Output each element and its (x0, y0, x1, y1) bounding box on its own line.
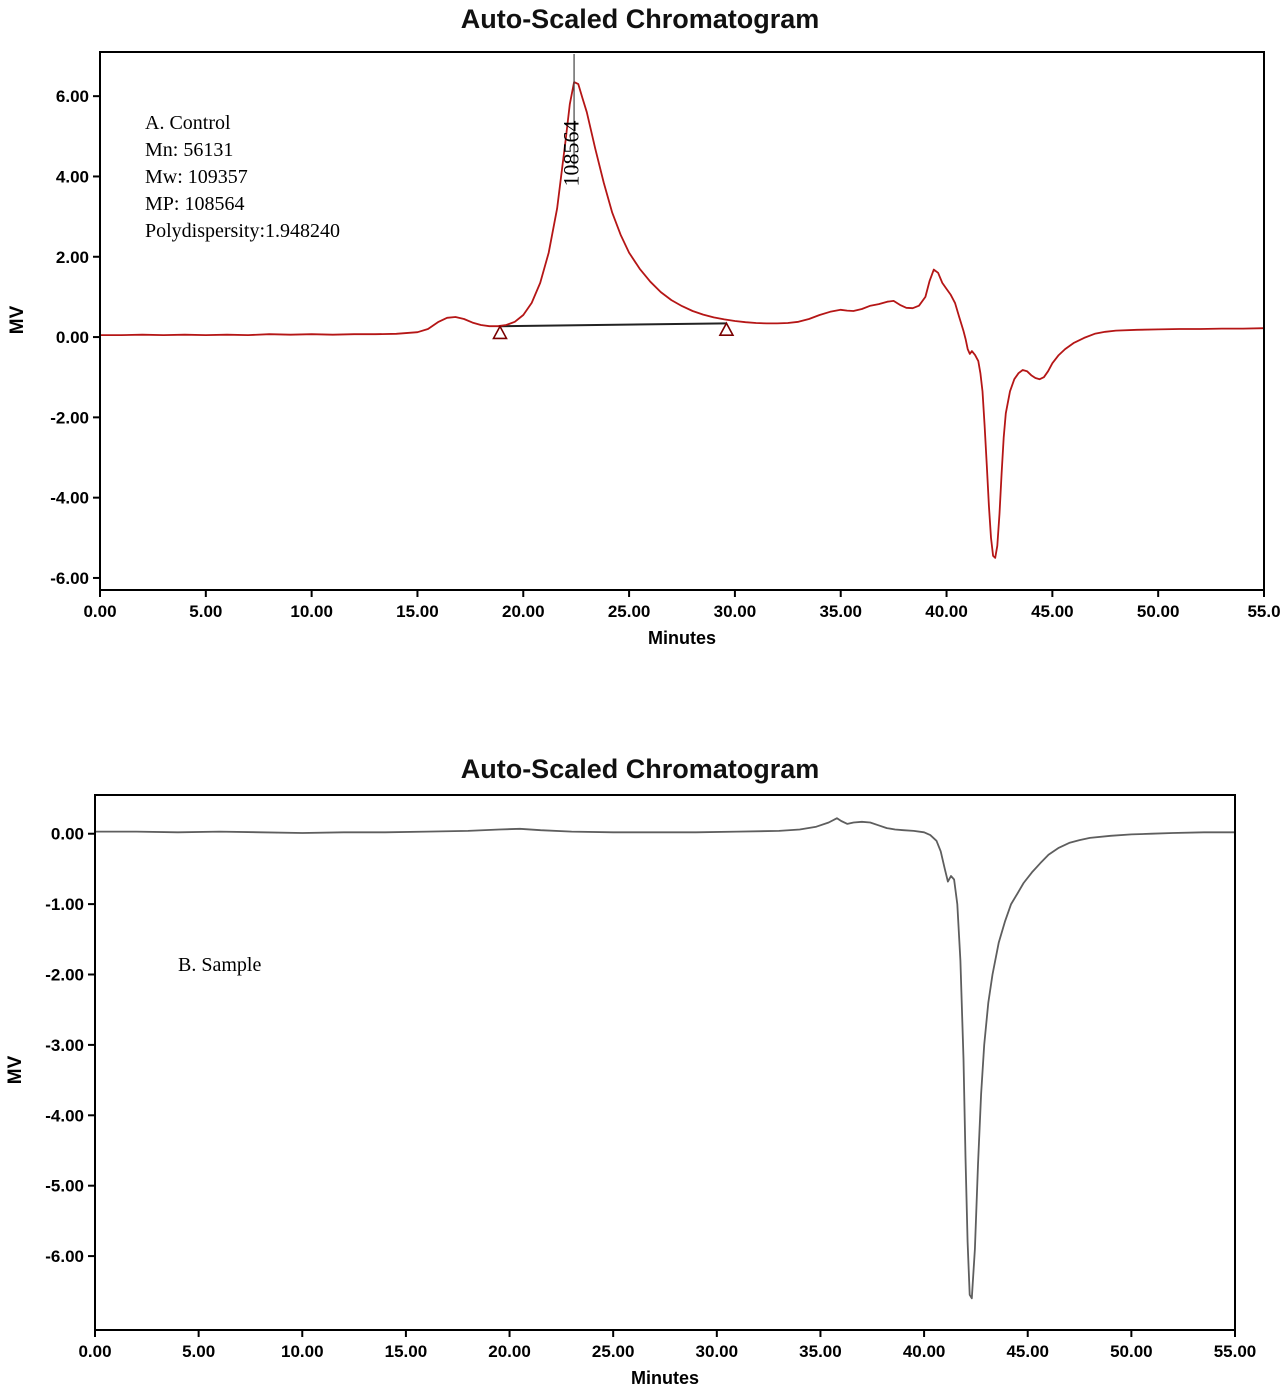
annotation-line: MP: 108564 (145, 193, 245, 215)
svg-text:-2.00: -2.00 (45, 966, 84, 985)
annotation-block-control: A. Control Mn: 56131 Mw: 109357 MP: 1085… (145, 110, 340, 245)
svg-text:-3.00: -3.00 (45, 1036, 84, 1055)
svg-text:20.00: 20.00 (488, 1342, 531, 1361)
chart-plot-area-control: 108564 0.00 5.00 10.00 15.00 20.00 25.00 30.00 3… (50, 51, 1280, 621)
chart-title: Auto-Scaled Chromatogram (460, 754, 820, 784)
annotation-line: Mn: 56131 (145, 139, 234, 161)
x-axis-label: Minutes (630, 1368, 699, 1388)
svg-text:0.00: 0.00 (83, 602, 116, 621)
svg-text:10.00: 10.00 (290, 602, 333, 621)
svg-text:-5.00: -5.00 (45, 1177, 84, 1196)
svg-text:35.00: 35.00 (799, 1342, 842, 1361)
svg-text:20.00: 20.00 (502, 602, 545, 621)
svg-text:0.00: 0.00 (51, 825, 84, 844)
svg-text:5.00: 5.00 (189, 602, 222, 621)
svg-text:45.00: 45.00 (1031, 602, 1074, 621)
annotation-line: B. Sample (178, 954, 262, 976)
annotation-line: Mw: 109357 (145, 166, 248, 188)
annotation-line: A. Control (145, 112, 231, 134)
svg-text:-6.00: -6.00 (50, 569, 89, 588)
peak-label: 108564 (559, 121, 584, 187)
svg-text:5.00: 5.00 (182, 1342, 215, 1361)
chart-title: Auto-Scaled Chromatogram (460, 4, 820, 34)
svg-text:6.00: 6.00 (56, 87, 89, 106)
svg-text:40.00: 40.00 (903, 1342, 946, 1361)
svg-text:-2.00: -2.00 (50, 408, 89, 427)
chart-plot-area-sample: 0.00 5.00 10.00 15.00 20.00 25.00 30.00 35.00 40… (45, 794, 1257, 1361)
svg-text:-1.00: -1.00 (45, 895, 84, 914)
svg-text:15.00: 15.00 (396, 602, 439, 621)
svg-text:40.00: 40.00 (925, 602, 968, 621)
svg-text:0.00: 0.00 (78, 1342, 111, 1361)
svg-text:-6.00: -6.00 (45, 1247, 84, 1266)
annotation-block-sample: B. Sample (178, 952, 261, 979)
x-axis-label: Minutes (647, 628, 716, 648)
svg-text:55.0: 55.0 (1247, 602, 1280, 621)
svg-text:25.00: 25.00 (592, 1342, 635, 1361)
svg-text:10.00: 10.00 (281, 1342, 324, 1361)
svg-text:2.00: 2.00 (56, 248, 89, 267)
svg-text:4.00: 4.00 (56, 167, 89, 186)
svg-text:50.00: 50.00 (1137, 602, 1180, 621)
svg-text:35.00: 35.00 (819, 602, 862, 621)
svg-text:30.00: 30.00 (696, 1342, 739, 1361)
svg-text:30.00: 30.00 (714, 602, 757, 621)
annotation-line: Polydispersity:1.948240 (145, 220, 341, 242)
svg-text:-4.00: -4.00 (50, 489, 89, 508)
svg-text:55.00: 55.00 (1214, 1342, 1257, 1361)
chromatogram-panel-control: Auto-Scaled Chromatogram MV 108564 0.00 5.… (7, 4, 1280, 648)
svg-text:50.00: 50.00 (1110, 1342, 1153, 1361)
svg-text:0.00: 0.00 (56, 328, 89, 347)
svg-text:45.00: 45.00 (1006, 1342, 1049, 1361)
svg-text:-4.00: -4.00 (45, 1106, 84, 1125)
chromatogram-panel-sample: Auto-Scaled Chromatogram MV 0.00 5.00 10.0… (0, 740, 1280, 1396)
svg-text:25.00: 25.00 (608, 602, 651, 621)
svg-text:15.00: 15.00 (385, 1342, 428, 1361)
